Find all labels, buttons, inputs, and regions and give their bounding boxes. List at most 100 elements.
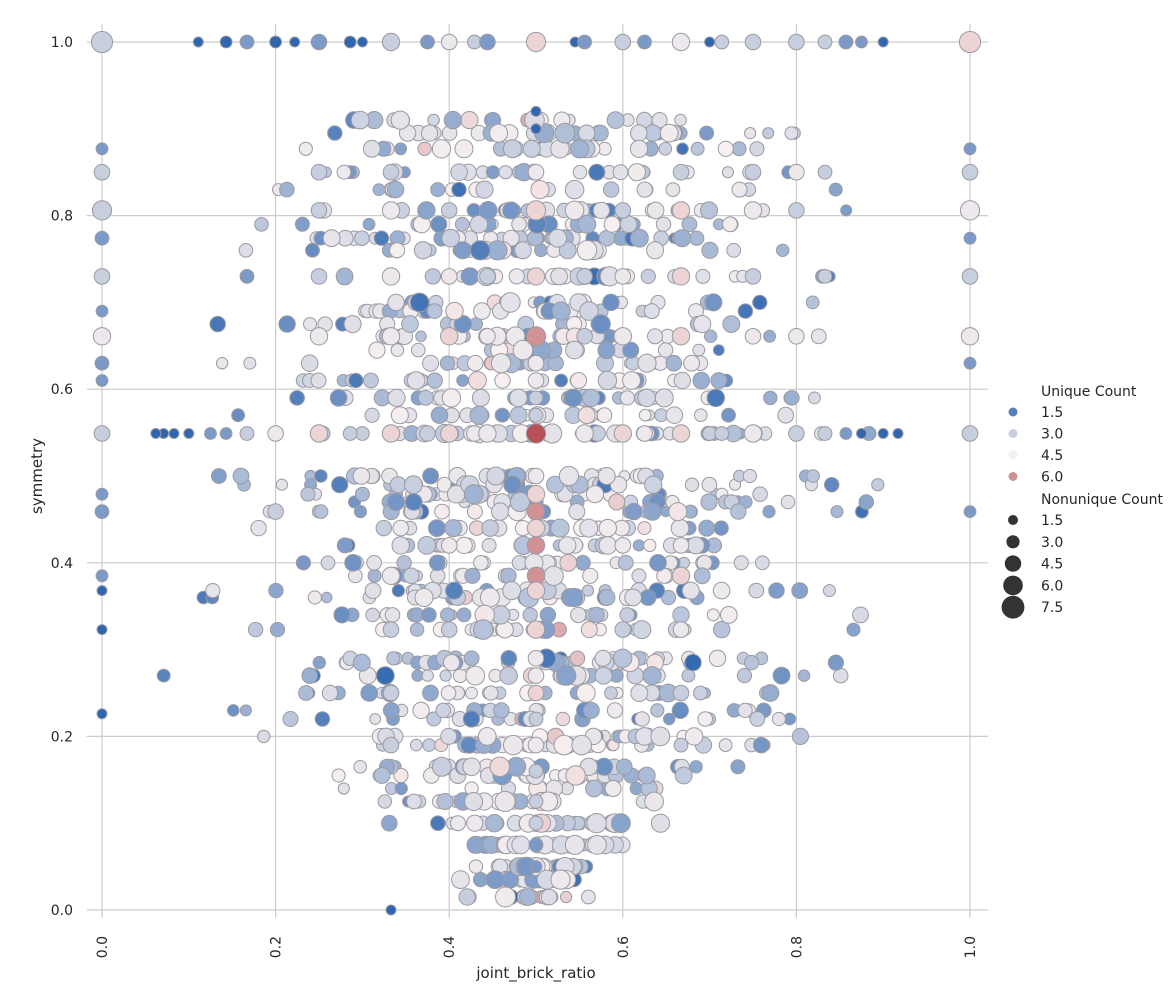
data-point bbox=[440, 727, 458, 745]
data-point bbox=[462, 710, 480, 728]
data-point bbox=[239, 34, 255, 50]
data-point bbox=[613, 648, 633, 668]
data-point bbox=[788, 202, 805, 219]
data-point bbox=[543, 565, 564, 586]
data-point bbox=[631, 568, 647, 584]
data-point bbox=[701, 476, 718, 493]
data-point bbox=[629, 139, 649, 158]
data-point bbox=[451, 181, 467, 198]
data-point bbox=[452, 668, 468, 683]
data-point bbox=[469, 215, 489, 234]
data-point bbox=[381, 566, 401, 585]
data-point bbox=[204, 427, 217, 440]
data-point bbox=[96, 708, 108, 720]
data-point bbox=[427, 113, 440, 127]
data-point bbox=[494, 790, 516, 813]
data-point bbox=[602, 293, 620, 312]
data-point bbox=[168, 428, 180, 439]
data-point bbox=[719, 606, 738, 624]
data-point bbox=[511, 835, 531, 855]
data-point bbox=[594, 649, 612, 667]
data-point bbox=[390, 406, 409, 425]
data-point bbox=[856, 428, 867, 439]
y-tick-label: 1.0 bbox=[51, 35, 73, 51]
data-point bbox=[464, 792, 484, 811]
data-point bbox=[360, 684, 379, 702]
data-point bbox=[961, 425, 979, 442]
data-point bbox=[94, 355, 110, 371]
data-point bbox=[463, 650, 480, 667]
data-point bbox=[564, 834, 585, 855]
data-point bbox=[855, 35, 868, 49]
data-point bbox=[485, 870, 505, 889]
data-point bbox=[300, 486, 316, 502]
data-point bbox=[440, 424, 459, 443]
data-point bbox=[307, 590, 322, 605]
data-point bbox=[671, 32, 691, 52]
data-point bbox=[460, 736, 478, 754]
data-point bbox=[94, 504, 110, 520]
data-point bbox=[693, 567, 711, 585]
data-point bbox=[209, 315, 226, 333]
y-tick-label: 0.8 bbox=[51, 209, 73, 225]
data-point bbox=[409, 292, 430, 313]
data-point bbox=[649, 554, 667, 572]
y-axis-label: symmetry bbox=[28, 438, 46, 514]
y-tick-label: 0.4 bbox=[51, 556, 73, 572]
data-point bbox=[503, 734, 524, 756]
data-point bbox=[824, 477, 840, 493]
data-point bbox=[681, 216, 698, 233]
data-point bbox=[564, 587, 584, 608]
data-point bbox=[441, 388, 462, 408]
data-point bbox=[499, 666, 518, 685]
legend-hue-marker bbox=[1008, 407, 1018, 417]
data-point bbox=[788, 328, 805, 345]
data-point bbox=[714, 34, 730, 50]
data-point bbox=[453, 315, 472, 334]
data-point bbox=[700, 201, 718, 220]
data-point bbox=[381, 267, 401, 286]
data-point bbox=[755, 555, 770, 571]
data-point bbox=[441, 228, 460, 248]
data-point bbox=[382, 684, 400, 702]
data-point bbox=[852, 606, 869, 624]
data-point bbox=[211, 468, 227, 484]
data-point bbox=[546, 475, 564, 494]
data-point bbox=[571, 734, 593, 756]
data-point bbox=[439, 669, 452, 682]
data-point bbox=[704, 293, 723, 312]
data-point bbox=[247, 621, 264, 638]
data-point bbox=[736, 668, 753, 684]
data-point bbox=[156, 668, 171, 683]
data-point bbox=[565, 765, 586, 786]
data-point bbox=[436, 793, 454, 810]
data-point bbox=[495, 886, 516, 908]
data-point bbox=[582, 701, 600, 719]
data-point bbox=[363, 372, 379, 389]
data-point bbox=[598, 518, 617, 538]
data-point bbox=[310, 163, 328, 181]
data-point bbox=[426, 372, 443, 389]
data-point bbox=[655, 216, 672, 233]
data-point bbox=[422, 738, 436, 752]
data-point bbox=[617, 554, 634, 571]
y-tick-label: 0.2 bbox=[51, 729, 73, 745]
data-point bbox=[512, 339, 534, 361]
data-point bbox=[731, 181, 748, 198]
data-point bbox=[238, 243, 254, 258]
data-point bbox=[275, 478, 288, 491]
data-point bbox=[439, 355, 456, 371]
data-point bbox=[435, 702, 452, 719]
data-point bbox=[469, 405, 489, 425]
data-point bbox=[703, 329, 718, 343]
data-point bbox=[93, 425, 111, 442]
data-point bbox=[289, 36, 301, 48]
data-point bbox=[526, 485, 546, 504]
data-point bbox=[354, 230, 370, 246]
data-point bbox=[257, 729, 271, 744]
data-point bbox=[269, 622, 286, 638]
data-point bbox=[737, 702, 753, 719]
data-points bbox=[90, 30, 982, 916]
data-point bbox=[298, 685, 314, 701]
data-point bbox=[570, 606, 587, 624]
